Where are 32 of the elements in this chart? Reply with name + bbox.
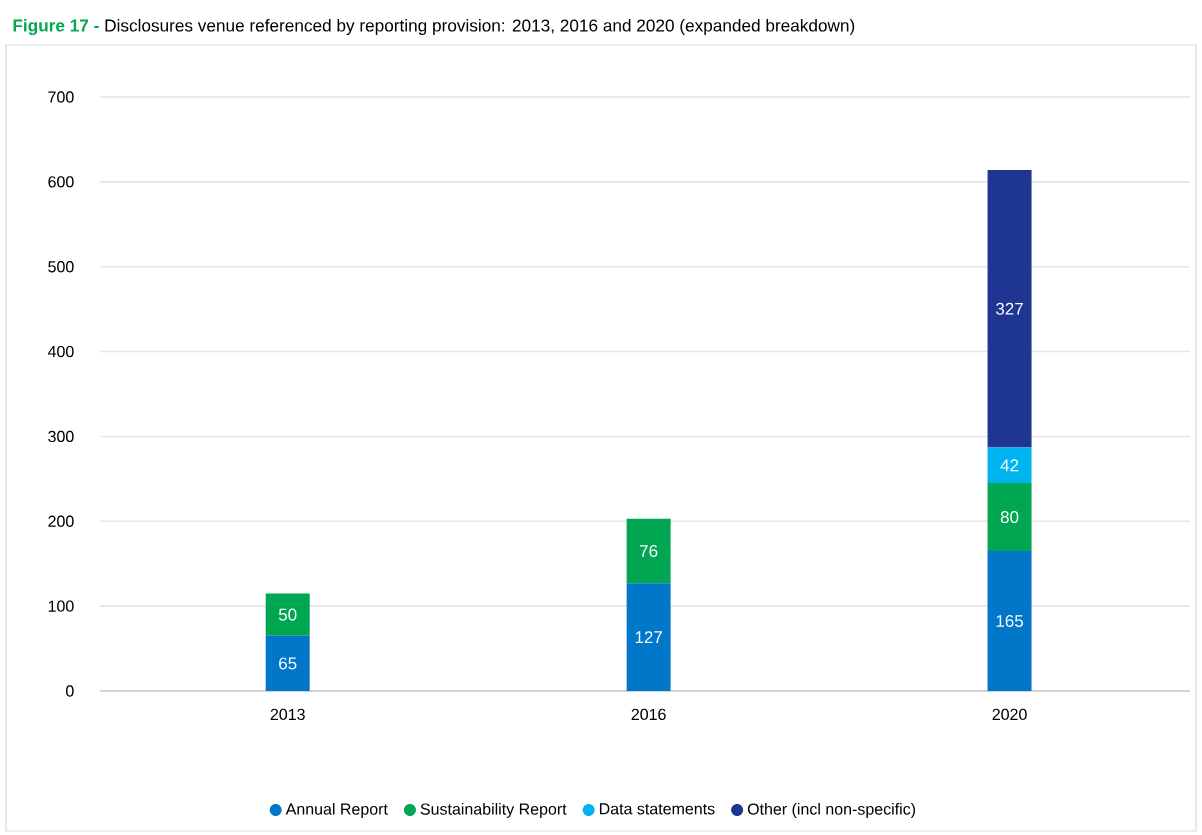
bar: [265, 593, 310, 636]
data-label: 65: [279, 657, 297, 670]
y-tick-label: 500: [48, 261, 74, 273]
data-label: 42: [1000, 459, 1019, 472]
bar: [626, 583, 671, 691]
bar: [987, 483, 1032, 551]
data-label: 165: [996, 614, 1024, 627]
data-label: 80: [1000, 511, 1019, 524]
y-tick-label: 400: [47, 345, 74, 358]
x-tick-label: 2020: [992, 708, 1027, 721]
data-label: 50: [278, 608, 297, 621]
y-tick-label: 300: [48, 430, 74, 443]
legend-label: Other (incl non-specific): [747, 803, 916, 818]
x-tick-label: 2016: [631, 708, 666, 721]
y-tick-label: 600: [48, 176, 74, 188]
data-label: 327: [996, 302, 1023, 315]
y-tick-label: 700: [48, 91, 74, 103]
y-tick-label: 0: [66, 685, 74, 697]
legend-label: Annual Report: [285, 803, 388, 818]
legend-label: Sustainability Report: [420, 803, 567, 818]
x-tick-label: 2013: [270, 708, 305, 721]
y-tick-label: 100: [48, 600, 74, 612]
chart-title: Figure 17 - Disclosures venue referenced by reporting provision: 2013, 2016 and 2020 (expanded breakdown): [13, 18, 855, 36]
bar: [265, 635, 310, 691]
bar: [987, 447, 1032, 484]
y-tick-label: 200: [48, 515, 74, 527]
legend-label: Data statements: [599, 803, 715, 815]
data-label: 127: [635, 631, 662, 644]
bar: [987, 550, 1032, 691]
bar: [626, 518, 671, 584]
bar: [987, 169, 1032, 448]
data-label: 76: [640, 544, 658, 557]
